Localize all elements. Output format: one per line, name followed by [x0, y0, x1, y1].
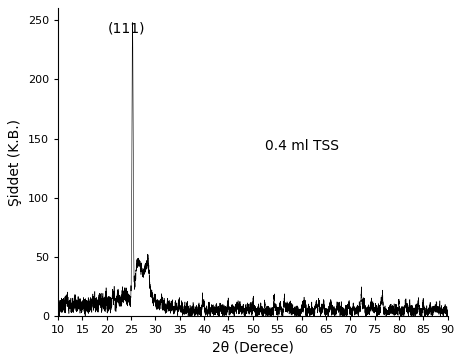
- Y-axis label: Şiddet (K.B.): Şiddet (K.B.): [8, 119, 22, 206]
- Text: (111): (111): [107, 21, 145, 35]
- Text: 0.4 ml TSS: 0.4 ml TSS: [264, 139, 338, 154]
- X-axis label: 2θ (Derece): 2θ (Derece): [212, 340, 294, 355]
